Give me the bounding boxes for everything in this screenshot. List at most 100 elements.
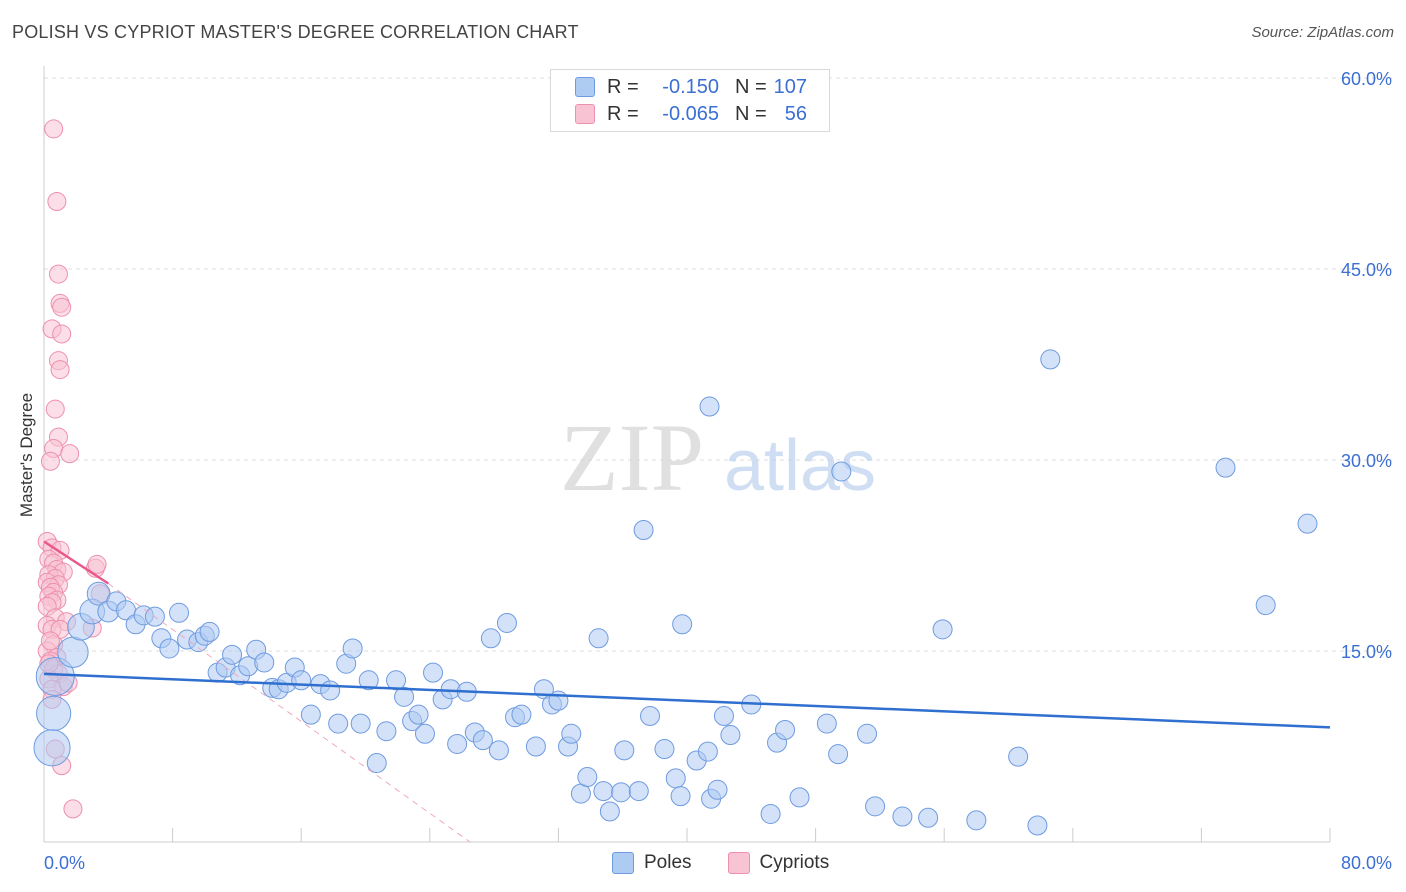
poles-point [159,638,180,659]
poles-point [918,807,939,828]
poles-point [350,713,371,734]
poles-point [588,628,609,649]
poles-point [633,520,654,541]
poles-point [57,636,89,668]
poles-point [1027,815,1048,836]
legend-swatch-poles [575,77,595,97]
x-tick-label-max: 80.0% [1341,853,1392,873]
poles-point [328,713,349,734]
poles-point [966,810,987,831]
legend-n-value-poles: 107 [773,75,807,98]
y-tick-label: 60.0% [1341,69,1392,89]
poles-point [665,768,686,789]
poles-point [525,736,546,757]
trend-lines [43,540,1331,843]
legend-row-poles: R = -0.150 N = 107 [575,75,807,99]
series-swatch-cypriots [727,852,750,874]
legend-r-label: R = [607,102,639,125]
legend-n-value-cypriots: 56 [784,102,807,125]
cypriots-point [45,399,65,419]
poles-point [614,740,635,761]
legend-r-label: R = [607,75,639,98]
legend-r-value-poles: -0.150 [662,75,719,98]
watermark-zip: ZIP [560,404,704,511]
poles-point [720,725,741,746]
cypriots-point [60,444,80,464]
y-tick-label: 30.0% [1341,451,1392,471]
x-tick-label-min: 0.0% [44,853,85,873]
poles-point [1008,746,1029,767]
y-tick-label: 15.0% [1341,642,1392,662]
poles-point [300,704,321,725]
poles-point [488,740,509,761]
poles-point [865,796,886,817]
chart-title: POLISH VS CYPRIOT MASTER'S DEGREE CORREL… [12,22,579,42]
poles-point [447,733,468,754]
tick-labels: 15.0% 30.0% 45.0% 60.0% 0.0% 80.0% [44,69,1392,873]
poles-point [169,602,190,623]
poles-point [472,730,493,751]
poles-point [775,719,796,740]
poles-point [1297,513,1318,534]
poles-point [760,803,781,824]
poles-point [423,662,444,683]
cypriots-point [47,192,67,212]
poles-point [561,723,582,744]
poles-point [599,801,620,822]
series-legend: Poles Cypriots [612,852,865,874]
legend-swatch-cypriots [575,104,595,124]
cypriots-trend-line [43,540,109,585]
poles-point [366,753,387,774]
poles-point [511,704,532,725]
cypriots-point [52,324,72,344]
poles-point [36,695,72,731]
cypriots-point [63,799,83,819]
cypriots-point [44,119,64,139]
poles-point [386,670,407,691]
poles-point [816,713,837,734]
poles-point [222,644,243,665]
series-legend-cypriots[interactable]: Cypriots [727,852,830,874]
legend-row-cypriots: R = -0.065 N = 56 [575,102,807,126]
poles-point [932,619,953,640]
series-label-poles: Poles [644,852,692,873]
series-swatch-poles [612,852,634,874]
poles-point [611,782,632,803]
poles-point [892,806,913,827]
poles-point [254,652,275,673]
poles-point [707,779,728,800]
poles-point [828,744,849,765]
poles-trend-line [43,672,1331,729]
poles-point [577,767,598,788]
poles-point [1040,349,1061,370]
cypriots-point [48,264,68,284]
cypriots-point [40,451,60,471]
poles-point [291,670,312,691]
poles-point [697,741,718,762]
poles-point [628,781,649,802]
poles-point [672,614,693,635]
watermark-atlas: atlas [724,426,876,506]
poles-point [199,621,220,642]
poles-point [496,612,517,633]
legend-n-label: N = [735,75,767,98]
legend-r-value-cypriots: -0.065 [662,102,719,125]
poles-point [408,704,429,725]
poles-point [857,723,878,744]
poles-points [33,349,1318,836]
poles-point [593,781,614,802]
source-label: Source: ZipAtlas.com [1251,24,1394,41]
series-legend-poles[interactable]: Poles [612,852,692,874]
poles-point [35,656,75,696]
poles-point [320,680,341,701]
poles-point [480,628,501,649]
grid-lines [44,77,1392,652]
poles-point [713,705,734,726]
cypriots-point [52,297,72,317]
series-label-cypriots: Cypriots [759,852,830,873]
poles-point [33,729,71,767]
cypriots-trend-extension [108,583,471,843]
y-tick-label: 45.0% [1341,260,1392,280]
poles-point [376,721,397,742]
